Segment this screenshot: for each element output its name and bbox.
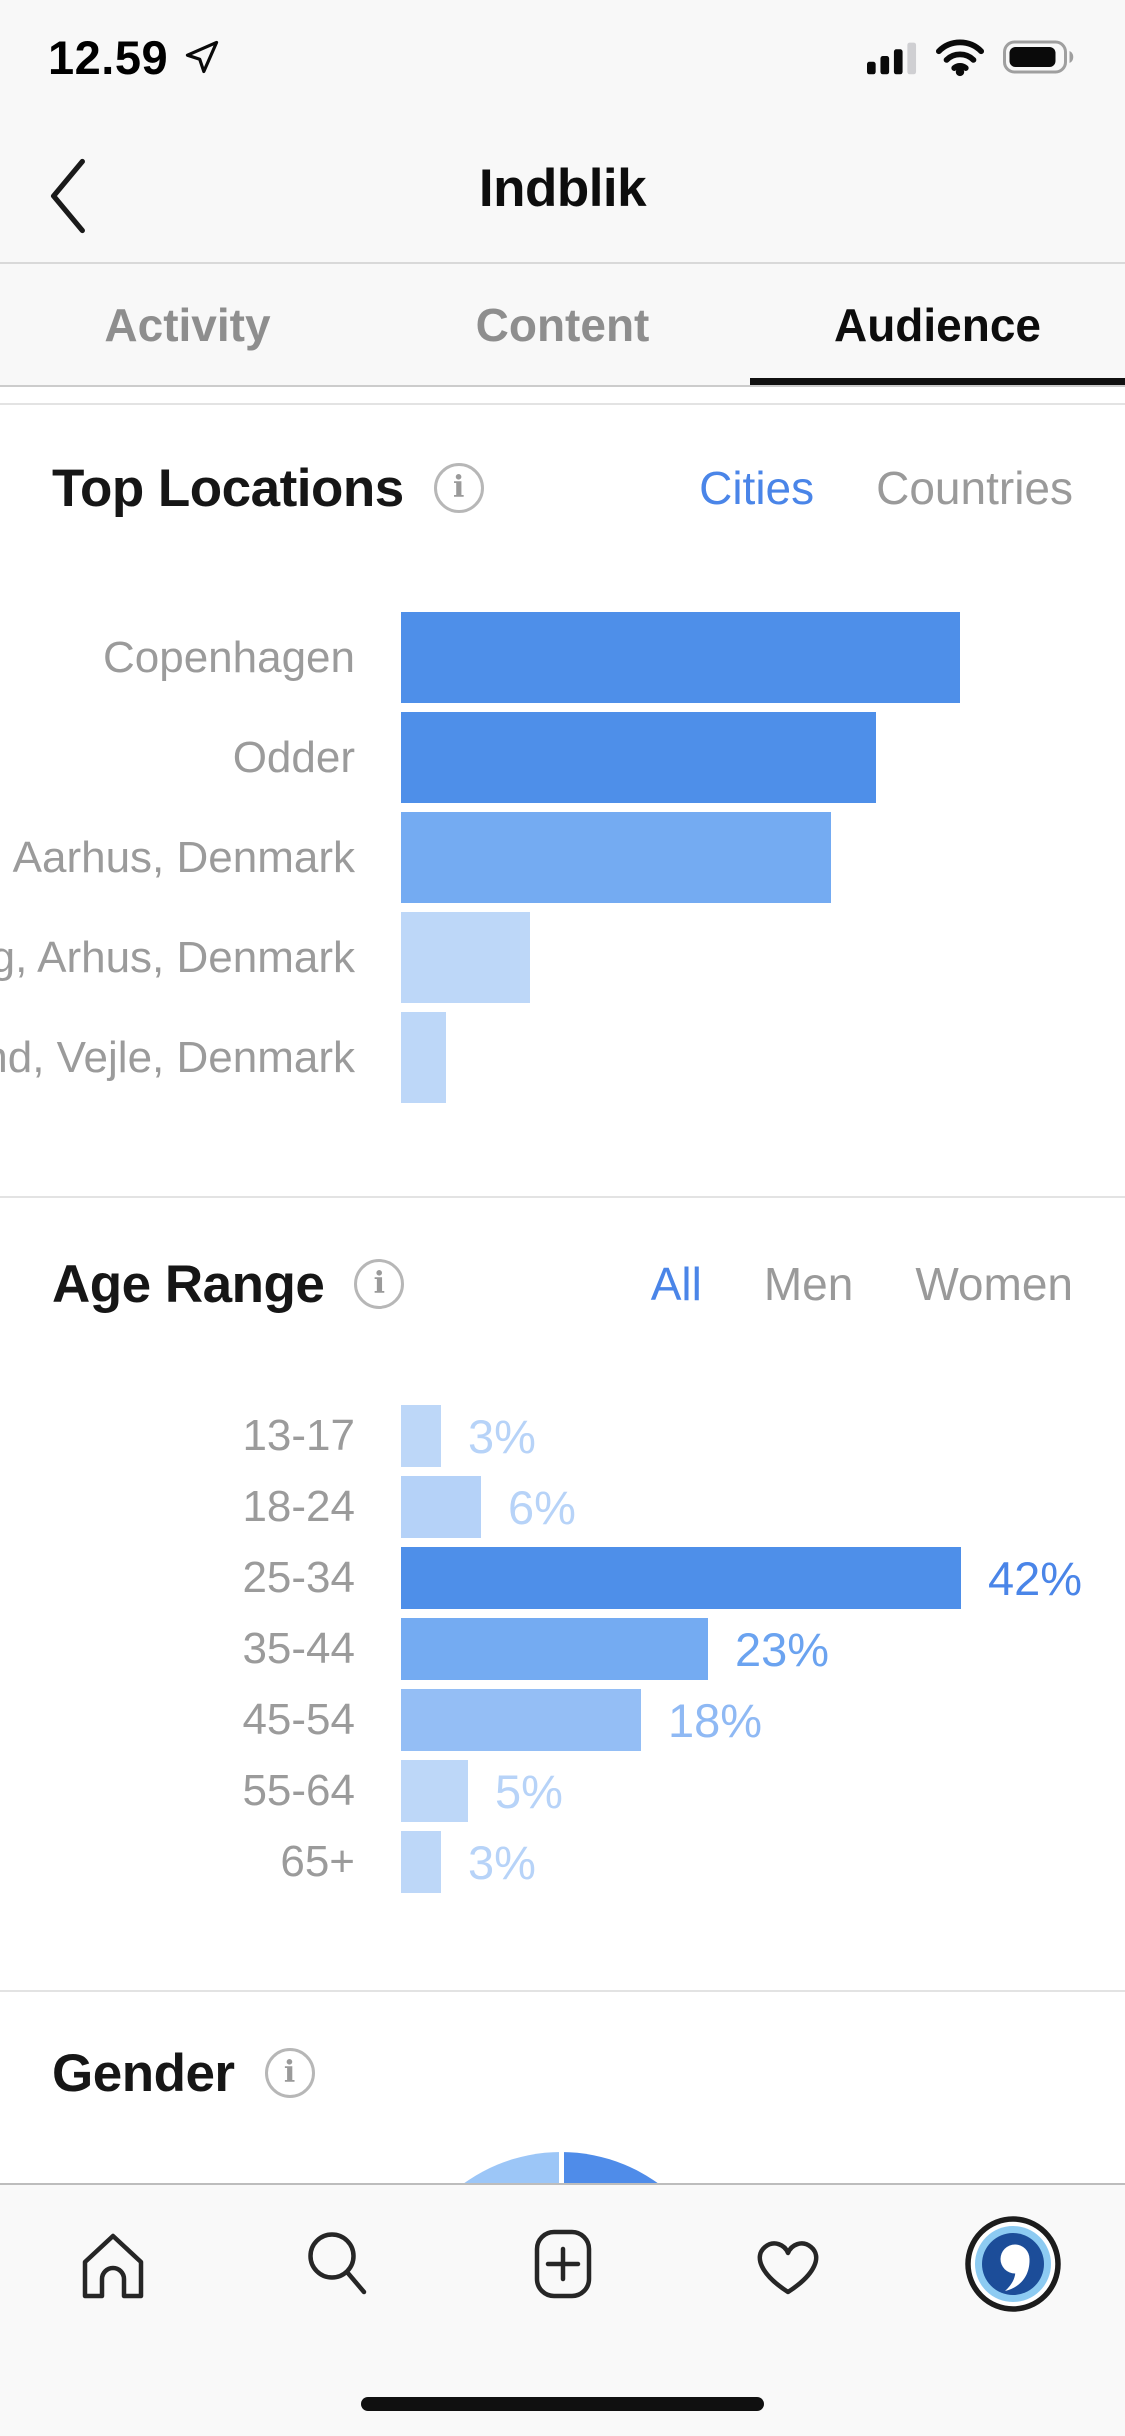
age-row: 45-54 18% bbox=[0, 1689, 1125, 1751]
age-label: 13-17 bbox=[242, 1411, 355, 1460]
add-post-icon bbox=[521, 2222, 605, 2306]
age-range-filters: All Men Women bbox=[651, 1257, 1073, 1311]
nav-home[interactable] bbox=[0, 2185, 225, 2436]
location-row: g, Arhus, Denmark bbox=[0, 912, 1125, 1003]
info-icon[interactable]: i bbox=[264, 2048, 315, 2098]
nav-add-post[interactable] bbox=[450, 2185, 675, 2436]
age-row: 13-17 3% bbox=[0, 1405, 1125, 1467]
age-bar bbox=[401, 1476, 481, 1538]
age-bar bbox=[401, 1760, 468, 1822]
location-bar bbox=[401, 812, 831, 903]
wifi-icon bbox=[935, 37, 985, 77]
location-bar bbox=[401, 712, 876, 803]
gender-pie bbox=[395, 2152, 727, 2183]
top-locations-chart: Copenhagen Odder Aarhus, Denmark g, Arhus, … bbox=[0, 612, 1125, 1112]
filter-women[interactable]: Women bbox=[915, 1258, 1073, 1310]
top-locations-filters: Cities Countries bbox=[699, 461, 1073, 515]
age-percent-label: 5% bbox=[495, 1764, 563, 1818]
location-bar bbox=[401, 612, 960, 703]
age-bar bbox=[401, 1831, 441, 1893]
age-percent-label: 42% bbox=[988, 1551, 1083, 1605]
location-arrow-icon bbox=[182, 37, 222, 77]
age-percent-label: 6% bbox=[508, 1480, 576, 1534]
gender-header: Gender i bbox=[52, 2034, 1073, 2112]
age-label: 25-34 bbox=[242, 1553, 355, 1602]
divider bbox=[0, 1990, 1125, 1992]
age-percent-label: 3% bbox=[468, 1409, 536, 1463]
age-row: 35-44 23% bbox=[0, 1618, 1125, 1680]
age-percent-label: 23% bbox=[735, 1622, 830, 1676]
filter-countries[interactable]: Countries bbox=[876, 462, 1073, 514]
page-title: Indblik bbox=[478, 159, 647, 218]
age-label: 18-24 bbox=[242, 1482, 355, 1531]
age-range-header: Age Range i All Men Women bbox=[52, 1245, 1073, 1323]
status-time: 12.59 bbox=[48, 30, 169, 84]
location-row: nd, Vejle, Denmark bbox=[0, 1012, 1125, 1103]
age-range-chart: 13-17 3% 18-24 6% 25-34 42% 35-44 23% 45-54 18% 55… bbox=[0, 1405, 1125, 1902]
age-label: 35-44 bbox=[242, 1624, 355, 1673]
location-label: Copenhagen bbox=[102, 632, 355, 682]
cellular-signal-icon bbox=[867, 39, 917, 75]
header-chrome: 12.59 bbox=[0, 0, 1125, 387]
search-icon bbox=[296, 2222, 380, 2306]
location-label: nd, Vejle, Denmark bbox=[0, 1032, 355, 1082]
location-bar bbox=[401, 1012, 446, 1103]
age-bar bbox=[401, 1405, 441, 1467]
filter-cities[interactable]: Cities bbox=[699, 462, 815, 514]
info-icon[interactable]: i bbox=[354, 1259, 405, 1309]
divider bbox=[0, 403, 1125, 405]
age-percent-label: 3% bbox=[468, 1835, 536, 1889]
home-indicator[interactable] bbox=[361, 2397, 764, 2411]
age-bar bbox=[401, 1689, 641, 1751]
info-icon[interactable]: i bbox=[433, 463, 484, 513]
age-bar bbox=[401, 1618, 708, 1680]
location-label: Aarhus, Denmark bbox=[12, 832, 355, 882]
profile-avatar bbox=[963, 2214, 1063, 2314]
age-percent-label: 18% bbox=[668, 1693, 763, 1747]
tab-content[interactable]: Content bbox=[475, 298, 650, 351]
tab-bar-top: Activity Content Audience bbox=[0, 262, 1125, 385]
tab-audience[interactable]: Audience bbox=[750, 264, 1125, 385]
battery-icon bbox=[1003, 39, 1077, 75]
location-label: Odder bbox=[232, 732, 355, 782]
gender-chart-clip bbox=[0, 2152, 1125, 2183]
nav-activity[interactable] bbox=[675, 2185, 900, 2436]
chevron-left-icon bbox=[44, 154, 90, 238]
age-row: 65+ 3% bbox=[0, 1831, 1125, 1893]
age-row: 55-64 5% bbox=[0, 1760, 1125, 1822]
filter-men[interactable]: Men bbox=[763, 1258, 854, 1310]
section-title-gender: Gender bbox=[52, 2043, 235, 2103]
divider bbox=[0, 1196, 1125, 1198]
location-row: Odder bbox=[0, 712, 1125, 803]
tab-bar-bottom bbox=[0, 2183, 1125, 2436]
location-row: Copenhagen bbox=[0, 612, 1125, 703]
location-bar bbox=[401, 912, 530, 1003]
age-label: 55-64 bbox=[242, 1766, 355, 1815]
section-title-age-range: Age Range bbox=[52, 1254, 325, 1314]
nav-profile[interactable] bbox=[900, 2185, 1125, 2436]
home-icon bbox=[71, 2222, 155, 2306]
age-row: 18-24 6% bbox=[0, 1476, 1125, 1538]
tab-activity[interactable]: Activity bbox=[104, 298, 271, 351]
age-label: 45-54 bbox=[242, 1695, 355, 1744]
top-locations-header: Top Locations i Cities Countries bbox=[52, 449, 1073, 527]
section-title-top-locations: Top Locations bbox=[52, 458, 404, 518]
filter-all[interactable]: All bbox=[650, 1258, 702, 1310]
location-row: Aarhus, Denmark bbox=[0, 812, 1125, 903]
age-bar bbox=[401, 1547, 961, 1609]
back-button[interactable] bbox=[44, 152, 96, 240]
age-label: 65+ bbox=[280, 1837, 355, 1886]
heart-icon bbox=[746, 2222, 830, 2306]
status-bar: 12.59 bbox=[0, 26, 1125, 88]
nav-search[interactable] bbox=[225, 2185, 450, 2436]
location-label: g, Arhus, Denmark bbox=[0, 932, 355, 982]
age-row: 25-34 42% bbox=[0, 1547, 1125, 1609]
